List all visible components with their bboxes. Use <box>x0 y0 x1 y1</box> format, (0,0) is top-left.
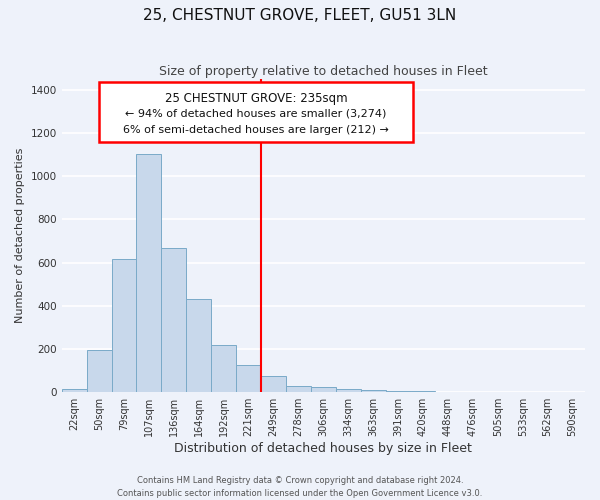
Bar <box>386 390 410 392</box>
Bar <box>136 154 161 392</box>
Title: Size of property relative to detached houses in Fleet: Size of property relative to detached ho… <box>159 65 488 78</box>
Text: 25, CHESTNUT GROVE, FLEET, GU51 3LN: 25, CHESTNUT GROVE, FLEET, GU51 3LN <box>143 8 457 22</box>
Text: 25 CHESTNUT GROVE: 235sqm: 25 CHESTNUT GROVE: 235sqm <box>165 92 347 105</box>
Bar <box>336 389 361 392</box>
Bar <box>186 300 211 392</box>
Bar <box>261 376 286 392</box>
X-axis label: Distribution of detached houses by size in Fleet: Distribution of detached houses by size … <box>175 442 472 455</box>
Bar <box>211 344 236 392</box>
Bar <box>161 248 186 392</box>
Y-axis label: Number of detached properties: Number of detached properties <box>15 148 25 324</box>
FancyBboxPatch shape <box>99 82 413 142</box>
Text: ← 94% of detached houses are smaller (3,274): ← 94% of detached houses are smaller (3,… <box>125 108 387 118</box>
Bar <box>86 350 112 392</box>
Bar <box>311 388 336 392</box>
Text: Contains HM Land Registry data © Crown copyright and database right 2024.
Contai: Contains HM Land Registry data © Crown c… <box>118 476 482 498</box>
Bar <box>286 386 311 392</box>
Bar <box>361 390 386 392</box>
Bar <box>236 365 261 392</box>
Bar <box>62 389 86 392</box>
Text: 6% of semi-detached houses are larger (212) →: 6% of semi-detached houses are larger (2… <box>123 124 389 134</box>
Bar <box>112 260 136 392</box>
